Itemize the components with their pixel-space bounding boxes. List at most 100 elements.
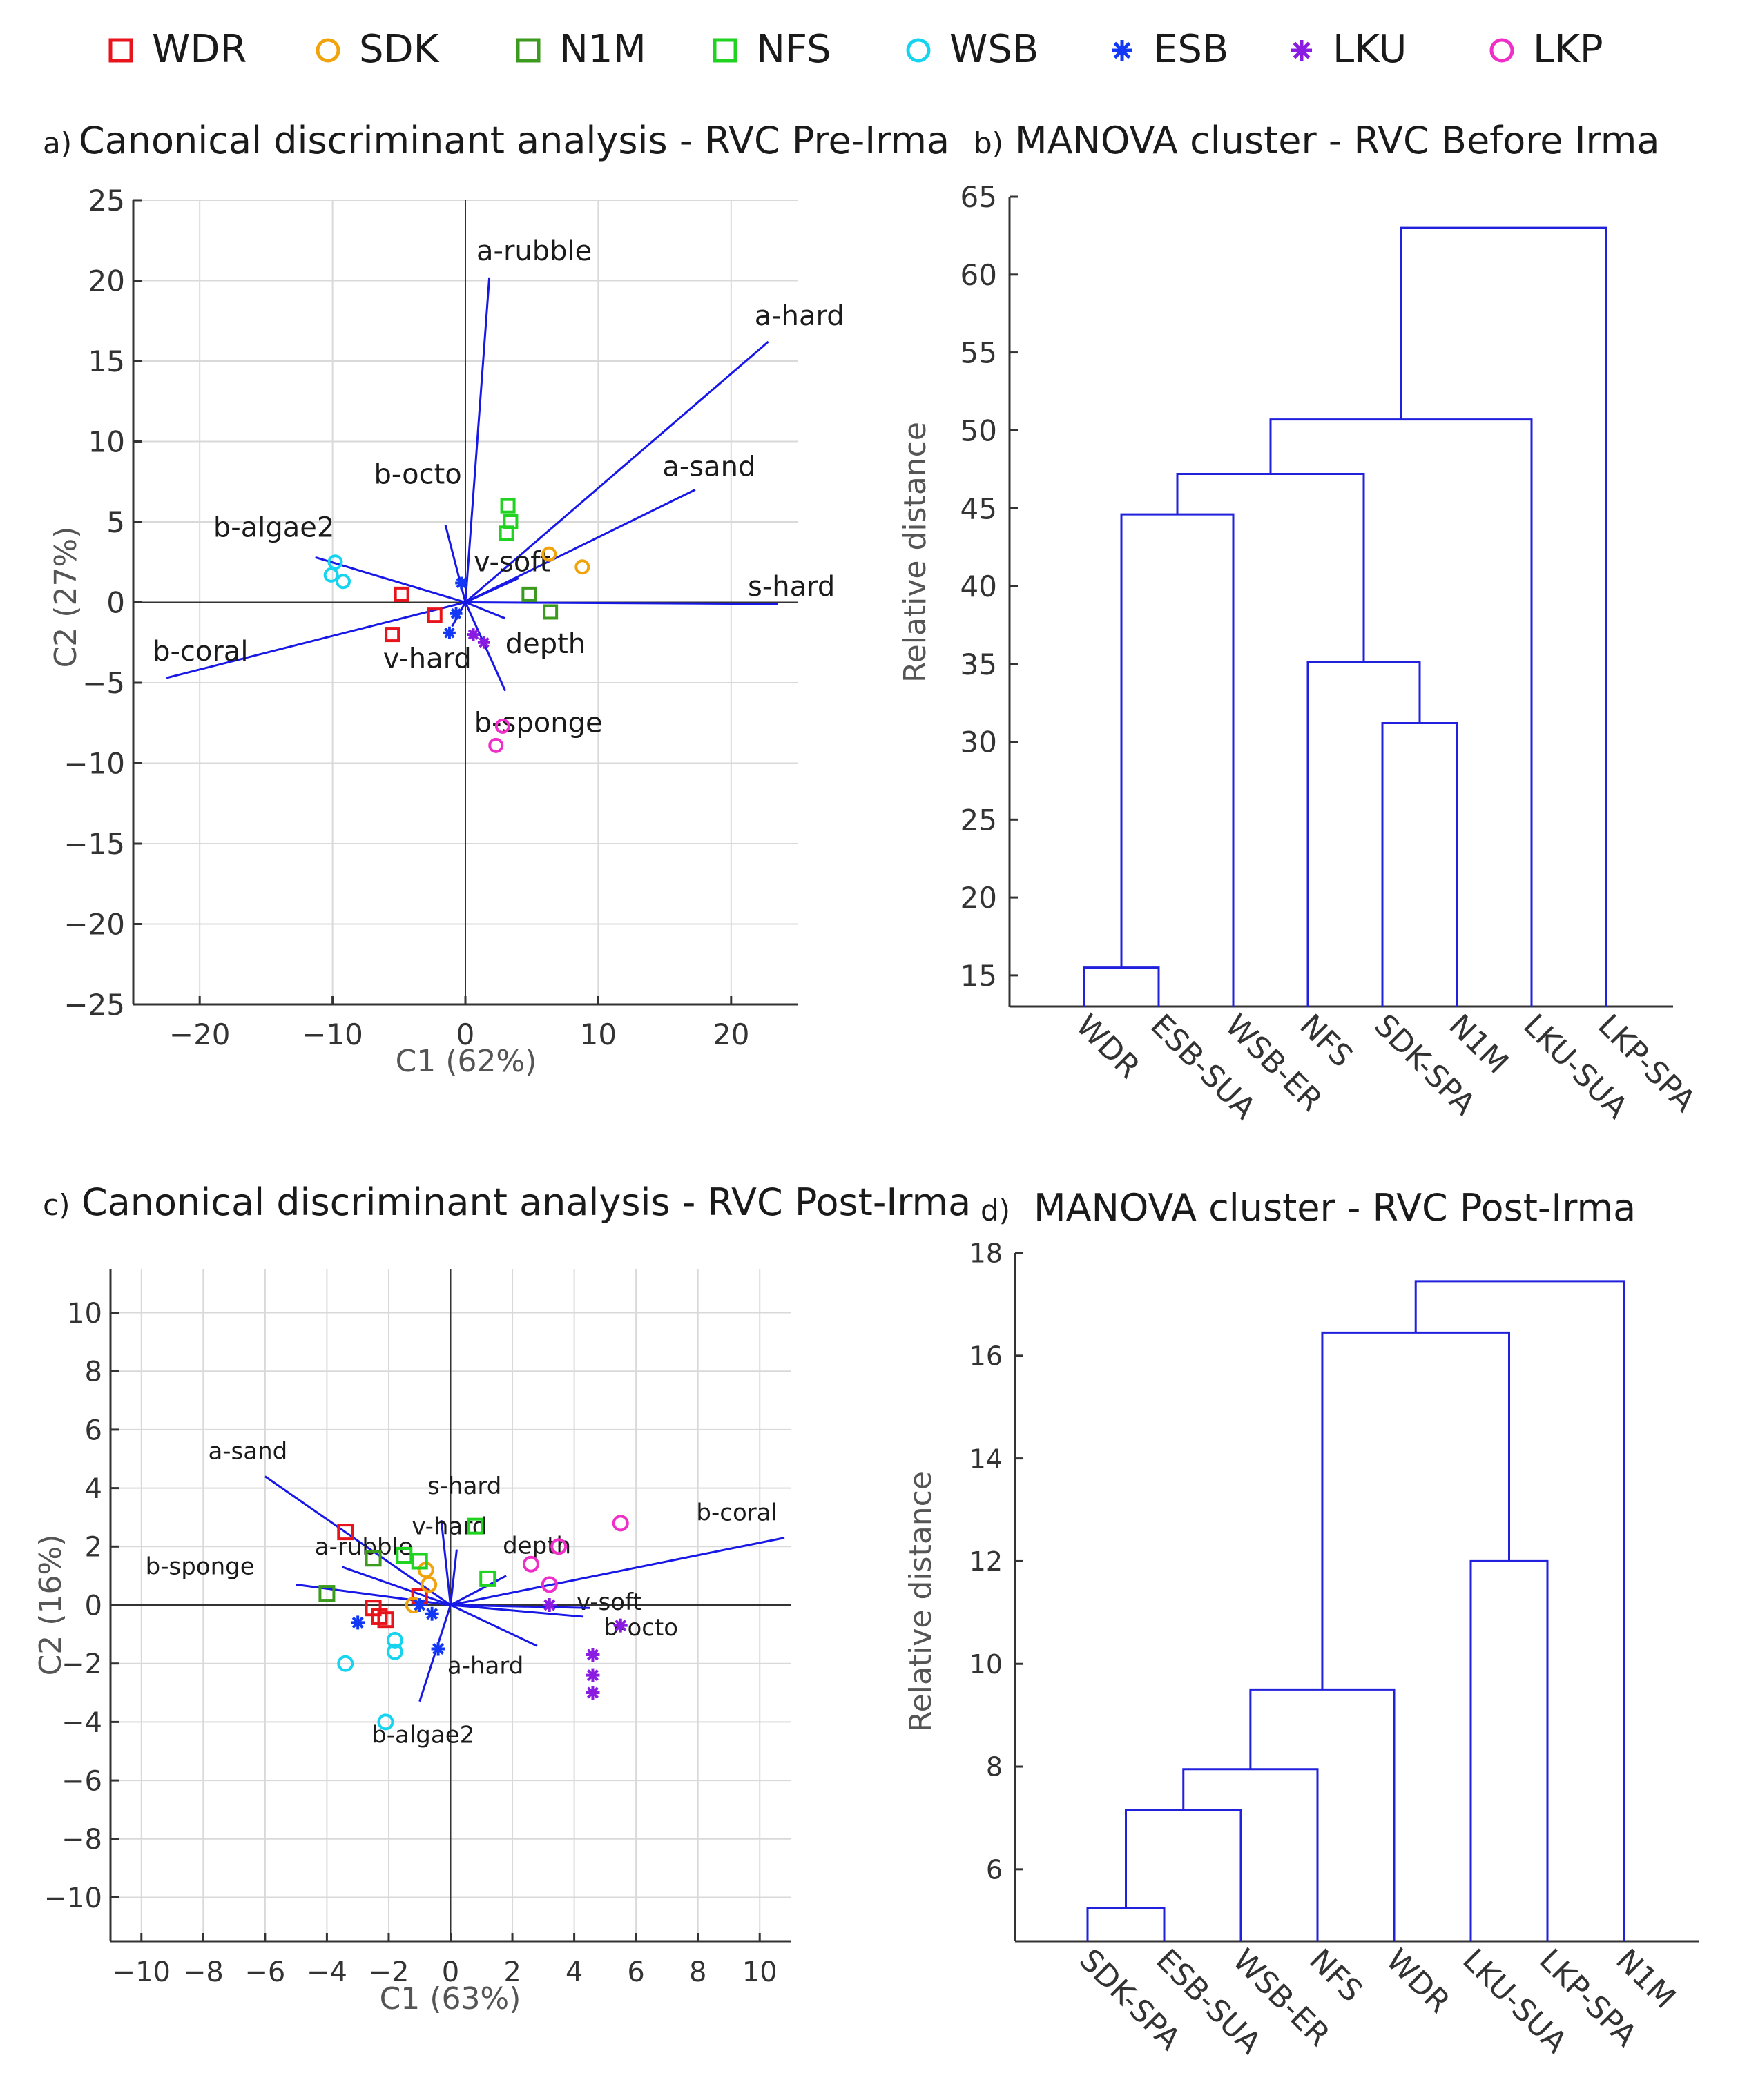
dendrogram-link-d-1: [1086, 1907, 1166, 1941]
point-a-lku: [467, 628, 480, 641]
legend-marker-esb-stroke: [1113, 41, 1131, 59]
x-tick-label: 0: [456, 1018, 475, 1051]
plot-a: −20 −10 0 10 20 25 20 15 10 5 0 −5 −10 −15 −20 −25 a-rub…: [64, 184, 844, 1051]
panel-d-title: MANOVA cluster - RVC Post-Irma: [1034, 1186, 1636, 1229]
point-a-wsb: [323, 567, 339, 583]
point-c-lku-stroke: [615, 1620, 627, 1632]
x-tick-label: 20: [713, 1018, 749, 1051]
y-tick-label: 45: [960, 492, 997, 525]
point-c-lku: [586, 1686, 600, 1700]
plot-c: −10 −8 −6 −4 −2 0 2 4 6 8 10 10 8 6 4 2 0 −2 −4 −6 −8 −10 a-sa…: [44, 1269, 791, 1988]
y-tick-label: 15: [960, 959, 997, 993]
point-a-esb-stroke: [456, 577, 467, 589]
vector-c-a-sand: [264, 1475, 452, 1606]
point-c-lku: [586, 1668, 600, 1682]
vector-a-v-soft: [465, 577, 519, 603]
point-c-esb: [351, 1615, 365, 1630]
x-tick-label: 4: [566, 1956, 583, 1988]
y-tick-label: −6: [61, 1765, 102, 1797]
point-c-lkp: [522, 1555, 539, 1573]
panel-b-ylabel: Relative distance: [898, 422, 933, 683]
vector-a-a-hard: [465, 340, 769, 603]
panel-a-label: a): [43, 126, 72, 160]
x-tick-label: 10: [580, 1018, 617, 1051]
vector-label-a-s-hard: s-hard: [748, 571, 835, 603]
vector-label-a-a-sand: a-sand: [662, 451, 755, 483]
y-tick-label: −8: [61, 1824, 102, 1856]
point-c-n1m: [318, 1585, 336, 1602]
point-a-nfs: [499, 525, 514, 541]
panel-a-xlabel: C1 (62%): [396, 1044, 537, 1079]
point-c-wsb: [386, 1643, 403, 1660]
point-c-lku-stroke: [543, 1599, 556, 1611]
legend: WDR SDK N1M NFS WSB ESB LKU LKP: [108, 27, 1603, 72]
vector-c-b-octo: [450, 1604, 590, 1609]
point-c-esb-stroke: [351, 1616, 364, 1629]
panel-a-title: Canonical discriminant analysis - RVC Pr…: [79, 119, 949, 162]
dendrogram-link-d-4: [1249, 1688, 1396, 1941]
point-a-sdk: [574, 559, 590, 575]
point-c-lku-stroke: [586, 1649, 599, 1661]
point-a-lkp: [488, 737, 504, 753]
legend-label-lkp: LKP: [1533, 27, 1603, 72]
vector-a-depth: [465, 601, 506, 620]
point-c-nfs: [396, 1547, 413, 1564]
vector-label-c-b-octo: b-octo: [604, 1614, 678, 1642]
y-tick-label: 10: [67, 1298, 102, 1330]
vector-label-c-depth: depth: [503, 1533, 571, 1560]
y-tick-label: 20: [960, 881, 997, 915]
point-c-nfs: [467, 1517, 484, 1535]
legend-label-nfs: NFS: [756, 27, 831, 72]
point-c-lkp: [612, 1515, 629, 1532]
y-tick-label: 18: [969, 1238, 1003, 1269]
dendrogram-link-b-5: [1176, 473, 1365, 663]
y-tick-label: 60: [960, 258, 997, 292]
dendrogram-link-d-7: [1414, 1280, 1625, 1941]
x-tick-label: 2: [503, 1956, 521, 1988]
point-c-wsb: [386, 1631, 403, 1649]
vector-label-a-b-octo: b-octo: [374, 459, 462, 491]
x-tick-label: −10: [113, 1956, 171, 1988]
legend-marker-sdk: [316, 38, 340, 63]
y-tick-label: 12: [969, 1546, 1003, 1577]
legend-label-sdk: SDK: [359, 27, 440, 72]
y-tick-label: 16: [969, 1341, 1003, 1371]
point-c-esb: [431, 1642, 445, 1656]
y-tick-label: 25: [960, 803, 997, 837]
point-a-nfs: [500, 498, 516, 514]
vector-label-c-b-sponge: b-sponge: [146, 1553, 255, 1580]
x-tick-label: −10: [302, 1018, 363, 1051]
legend-label-wsb: WSB: [949, 27, 1039, 72]
point-a-esb-stroke: [450, 608, 462, 619]
y-tick-label: −2: [61, 1649, 102, 1680]
vector-label-c-s-hard: s-hard: [427, 1472, 501, 1500]
vector-label-a-b-coral: b-coral: [153, 636, 248, 668]
vector-label-a-v-hard: v-hard: [383, 643, 472, 674]
point-a-wsb: [335, 574, 351, 590]
y-tick-label: 40: [960, 570, 997, 603]
y-tick-label: 30: [960, 726, 997, 759]
panel-a-ylabel: C2 (27%): [48, 527, 84, 668]
y-tick-label: −10: [44, 1883, 102, 1914]
panel-b-label: b): [974, 126, 1003, 160]
legend-marker-wsb: [906, 38, 931, 63]
x-tick-label: 6: [627, 1956, 644, 1988]
x-tick-label: −2: [368, 1956, 409, 1988]
vector-c-depth: [450, 1575, 507, 1606]
point-c-lku: [542, 1598, 557, 1612]
vector-label-a-b-algae2: b-algae2: [213, 512, 334, 543]
dendrogram-link-b-4: [1120, 513, 1235, 1007]
dendrogram-link-d-5: [1469, 1559, 1549, 1941]
y-tick-label: −15: [64, 827, 125, 861]
y-tick-label: −20: [64, 908, 125, 942]
vector-a-a-rubble: [464, 277, 491, 603]
x-tick-label: −4: [307, 1956, 347, 1988]
point-a-esb: [443, 626, 456, 639]
point-c-lkp: [550, 1538, 568, 1555]
y-tick-label: −25: [64, 988, 125, 1022]
panel-d-label: d): [981, 1194, 1010, 1227]
vector-label-a-a-hard: a-hard: [755, 300, 844, 332]
y-tick-label: 55: [960, 336, 997, 370]
vector-a-b-octo: [444, 525, 467, 603]
x-tick-label: −6: [244, 1956, 285, 1988]
